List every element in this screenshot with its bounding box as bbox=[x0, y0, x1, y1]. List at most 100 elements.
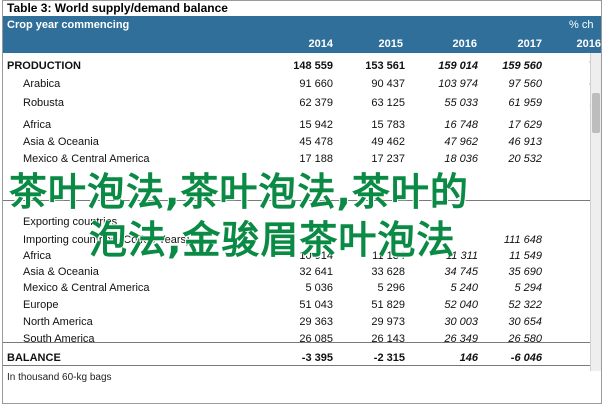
cell-value: 5 240 bbox=[450, 282, 478, 294]
row-label: Mexico & Central America bbox=[23, 153, 150, 165]
year-2015: 2015 bbox=[378, 38, 403, 50]
table-row: Africa 10 914 11 134 11 311 11 549 bbox=[3, 248, 601, 264]
year-2014: 2014 bbox=[308, 38, 333, 50]
row-label: Europe bbox=[23, 299, 59, 311]
year-2017: 2017 bbox=[517, 38, 542, 50]
footnote: In thousand 60-kg bags bbox=[7, 372, 112, 383]
table-row: Africa 15 942 15 783 16 748 17 629 bbox=[3, 117, 601, 133]
cell-value: 5 294 bbox=[514, 282, 542, 294]
cell-value: 153 561 bbox=[365, 60, 405, 72]
row-label: Asia & Oceania bbox=[23, 136, 99, 148]
row-label: Asia & Oceania bbox=[23, 266, 99, 278]
cell-value: 32 641 bbox=[299, 266, 333, 278]
table-row: Mexico & Central America 17 188 17 237 18 0… bbox=[3, 151, 601, 167]
section-row: BALANCE -3 395 -2 315 146 -6 046 bbox=[3, 350, 601, 366]
row-label: North America bbox=[23, 316, 93, 328]
cell-value: 146 bbox=[459, 352, 478, 364]
cell-value: 15 942 bbox=[299, 119, 333, 131]
cell-value: 30 654 bbox=[508, 316, 542, 328]
cell-value: 30 003 bbox=[444, 316, 478, 328]
cell-value: 51 043 bbox=[299, 299, 333, 311]
cell-value: 11 134 bbox=[372, 250, 405, 262]
row-label: South America bbox=[23, 333, 95, 345]
cell-value: 26 580 bbox=[508, 333, 542, 345]
row-label: Africa bbox=[23, 119, 52, 131]
cell-value: 63 125 bbox=[371, 97, 405, 109]
cell-value: 5 036 bbox=[305, 282, 333, 294]
header-bar: Crop year commencing % ch bbox=[3, 16, 601, 36]
row-label: Mexico & Central America bbox=[23, 282, 150, 294]
table-row: Importing countries (Coffee Years) 111 64… bbox=[3, 232, 601, 248]
cell-value: 46 913 bbox=[508, 136, 542, 148]
row-separator bbox=[3, 342, 601, 343]
table-row bbox=[3, 168, 601, 184]
row-separator bbox=[3, 200, 601, 201]
cell-value: 26 085 bbox=[299, 333, 333, 345]
cell-value: 55 033 bbox=[444, 97, 478, 109]
cell-value: 103 974 bbox=[438, 78, 478, 90]
table-row: Asia & Oceania 32 641 33 628 34 745 35 690 bbox=[3, 264, 601, 280]
cell-value: 159 014 bbox=[438, 60, 478, 72]
cell-value: 49 462 bbox=[371, 136, 405, 148]
table-row: South America 26 085 26 143 26 349 26 580 bbox=[3, 331, 601, 347]
row-label: Importing countries (Coffee Years) bbox=[23, 234, 190, 246]
cell-value: 61 959 bbox=[508, 97, 542, 109]
cell-value: 29 973 bbox=[371, 316, 405, 328]
cell-value: 11 311 bbox=[445, 250, 478, 262]
crop-year-label: Crop year commencing bbox=[7, 19, 130, 31]
cell-value: 62 379 bbox=[299, 97, 333, 109]
cell-value: 5 296 bbox=[377, 282, 405, 294]
cell-value: 16 748 bbox=[444, 119, 478, 131]
row-label: Robusta bbox=[23, 97, 64, 109]
cell-value: 29 363 bbox=[299, 316, 333, 328]
cell-value: -2 315 bbox=[373, 352, 405, 364]
vertical-scrollbar[interactable] bbox=[590, 53, 601, 371]
row-label: Exporting countries bbox=[23, 216, 118, 228]
cell-value: -6 046 bbox=[510, 352, 542, 364]
table-row: Asia & Oceania 45 478 49 462 47 962 46 913 bbox=[3, 134, 601, 150]
cell-value: 52 040 bbox=[444, 299, 478, 311]
row-label: Africa bbox=[23, 250, 52, 262]
cell-value: 26 143 bbox=[371, 333, 405, 345]
table-row: North America 29 363 29 973 30 003 30 654 bbox=[3, 314, 601, 330]
year-pct: 2016 bbox=[576, 38, 601, 50]
cell-value: 17 629 bbox=[508, 119, 542, 131]
cell-value: 52 322 bbox=[508, 299, 542, 311]
cell-value: 91 660 bbox=[299, 78, 333, 90]
cell-value: 159 560 bbox=[502, 60, 542, 72]
cell-value: 111 648 bbox=[503, 234, 542, 246]
cell-value: 45 478 bbox=[299, 136, 333, 148]
cell-value: 51 829 bbox=[371, 299, 405, 311]
cell-value: 47 962 bbox=[444, 136, 478, 148]
cell-value: 10 914 bbox=[299, 250, 333, 262]
year-header-bar: 2014 2015 2016 2017 2016 bbox=[3, 36, 601, 53]
cell-value: 15 783 bbox=[371, 119, 405, 131]
row-label: BALANCE bbox=[7, 352, 61, 364]
row-label: PRODUCTION bbox=[7, 60, 81, 72]
cell-value: 26 349 bbox=[444, 333, 478, 345]
table-row: Mexico & Central America 5 036 5 296 5 240 5… bbox=[3, 280, 601, 296]
cell-value: 35 690 bbox=[508, 266, 542, 278]
cell-value: 17 188 bbox=[299, 153, 333, 165]
cell-value: 17 237 bbox=[371, 153, 405, 165]
cell-value: 33 628 bbox=[371, 266, 405, 278]
cell-value: 18 036 bbox=[444, 153, 478, 165]
year-2016: 2016 bbox=[452, 38, 477, 50]
scrollbar-thumb[interactable] bbox=[592, 93, 600, 133]
table-row: Exporting countries bbox=[3, 214, 601, 230]
table-title: Table 3: World supply/demand balance bbox=[3, 1, 601, 16]
cell-value: 11 549 bbox=[509, 250, 542, 262]
cell-value: 90 437 bbox=[371, 78, 405, 90]
pct-change-label: % ch bbox=[569, 19, 594, 31]
cell-value: 148 559 bbox=[293, 60, 333, 72]
cell-value: 97 560 bbox=[508, 78, 542, 90]
row-separator bbox=[3, 365, 601, 366]
table-row: Europe 51 043 51 829 52 040 52 322 bbox=[3, 297, 601, 313]
cell-value: 34 745 bbox=[444, 266, 478, 278]
row-label: Arabica bbox=[23, 78, 61, 90]
cell-value: 20 532 bbox=[508, 153, 542, 165]
